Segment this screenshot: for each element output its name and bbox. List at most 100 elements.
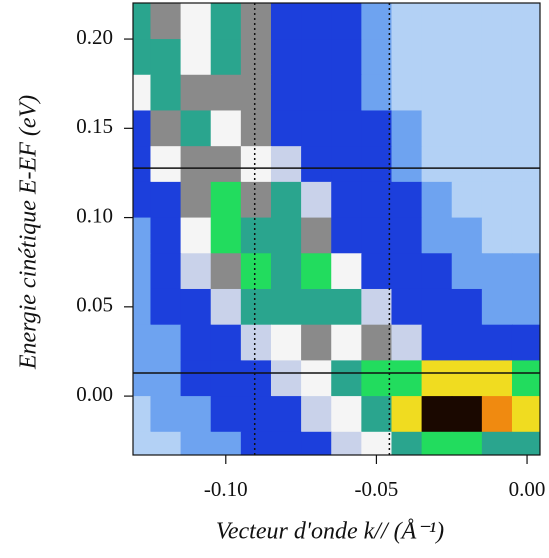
cell xyxy=(481,396,513,433)
cell xyxy=(210,74,242,112)
cell xyxy=(301,146,332,183)
cell xyxy=(481,3,513,40)
cell xyxy=(451,74,483,112)
cell xyxy=(150,181,182,219)
cell xyxy=(481,324,513,361)
cell xyxy=(240,74,272,112)
cell xyxy=(210,39,242,76)
cell xyxy=(150,431,182,455)
cell xyxy=(270,253,302,290)
cell xyxy=(150,253,182,290)
cell xyxy=(150,74,182,112)
cell xyxy=(511,110,540,147)
cell xyxy=(301,181,332,219)
cell xyxy=(240,181,272,219)
cell xyxy=(361,39,393,76)
cell xyxy=(481,253,513,290)
cell xyxy=(451,3,483,40)
cell xyxy=(421,217,453,254)
cell xyxy=(301,39,332,76)
cell xyxy=(270,74,302,112)
cell xyxy=(481,360,513,397)
cell xyxy=(270,288,302,326)
cell xyxy=(301,360,332,397)
cell xyxy=(391,360,423,397)
cell xyxy=(391,39,423,76)
cell xyxy=(270,324,302,361)
cell xyxy=(331,431,362,455)
cell xyxy=(133,3,152,40)
cell xyxy=(301,3,332,40)
cell xyxy=(451,288,483,326)
cell xyxy=(270,146,302,183)
cell xyxy=(133,181,152,219)
y-axis-label: Energie cinétique E-EF (eV) xyxy=(16,95,42,370)
cell xyxy=(180,360,212,397)
cell xyxy=(511,396,540,433)
cell xyxy=(240,360,272,397)
cell xyxy=(301,324,332,361)
y-tick-label: 0.10 xyxy=(76,203,113,227)
cell xyxy=(391,431,423,455)
cell xyxy=(331,74,362,112)
cell xyxy=(421,74,453,112)
cell xyxy=(451,146,483,183)
cell xyxy=(301,288,332,326)
cell xyxy=(511,146,540,183)
cell xyxy=(270,110,302,147)
cell xyxy=(301,396,332,433)
cell xyxy=(150,146,182,183)
cell xyxy=(180,181,212,219)
cell xyxy=(331,146,362,183)
cell xyxy=(451,110,483,147)
cell xyxy=(331,288,362,326)
cell xyxy=(180,3,212,40)
cell xyxy=(481,110,513,147)
cell xyxy=(451,431,483,455)
cell xyxy=(331,181,362,219)
cell xyxy=(133,396,152,433)
cell xyxy=(361,110,393,147)
cell xyxy=(361,431,393,455)
cell xyxy=(133,110,152,147)
cell xyxy=(361,288,393,326)
x-tick-label: -0.10 xyxy=(204,477,248,501)
cell xyxy=(331,253,362,290)
cell xyxy=(391,217,423,254)
cell xyxy=(361,181,393,219)
cell xyxy=(331,360,362,397)
cell xyxy=(150,324,182,361)
cell xyxy=(481,181,513,219)
cell xyxy=(150,360,182,397)
cell xyxy=(210,217,242,254)
cell xyxy=(150,288,182,326)
cell xyxy=(133,39,152,76)
cell xyxy=(180,288,212,326)
cell xyxy=(481,74,513,112)
cell xyxy=(270,431,302,455)
cell xyxy=(481,39,513,76)
cell xyxy=(391,74,423,112)
cell xyxy=(210,146,242,183)
cell xyxy=(481,431,513,455)
cell xyxy=(331,324,362,361)
cell xyxy=(240,396,272,433)
cell xyxy=(301,431,332,455)
cell xyxy=(240,217,272,254)
cell xyxy=(270,39,302,76)
cell xyxy=(180,146,212,183)
cell xyxy=(421,181,453,219)
cell xyxy=(391,181,423,219)
cell xyxy=(210,324,242,361)
cell xyxy=(361,3,393,40)
cell xyxy=(511,217,540,254)
cell xyxy=(511,39,540,76)
cell xyxy=(391,110,423,147)
cell xyxy=(451,253,483,290)
cell xyxy=(361,324,393,361)
cell xyxy=(421,253,453,290)
cell xyxy=(451,360,483,397)
cell xyxy=(270,396,302,433)
cell xyxy=(180,74,212,112)
cell xyxy=(361,217,393,254)
